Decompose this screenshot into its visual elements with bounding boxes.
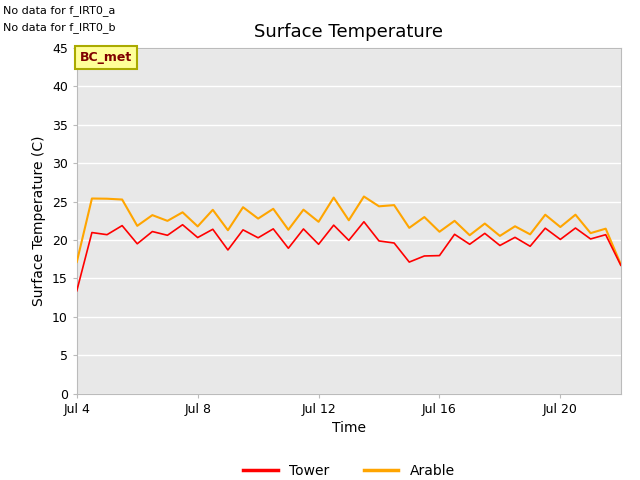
X-axis label: Time: Time <box>332 421 366 435</box>
Legend: Tower, Arable: Tower, Arable <box>237 458 460 480</box>
Text: BC_met: BC_met <box>79 51 132 64</box>
Text: No data for f_IRT0_a: No data for f_IRT0_a <box>3 5 116 16</box>
Text: No data for f_IRT0_b: No data for f_IRT0_b <box>3 22 116 33</box>
Y-axis label: Surface Temperature (C): Surface Temperature (C) <box>33 135 46 306</box>
Title: Surface Temperature: Surface Temperature <box>254 23 444 41</box>
